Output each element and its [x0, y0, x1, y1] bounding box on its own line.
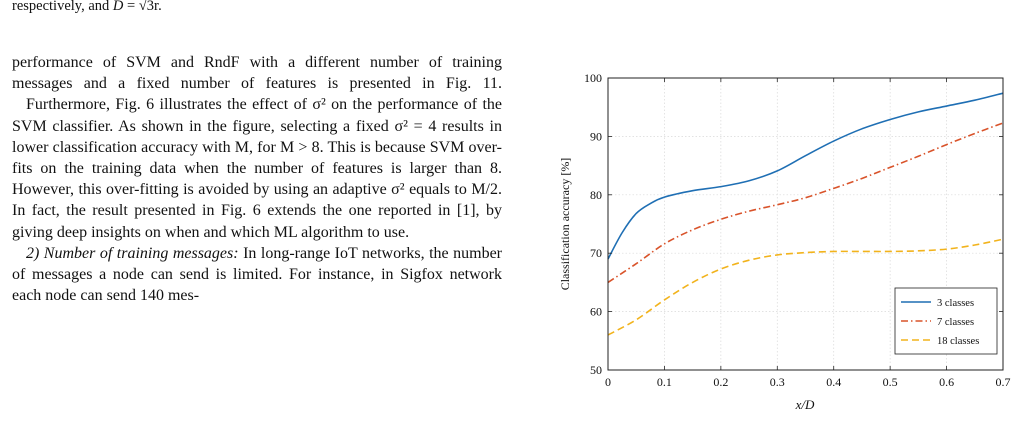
legend-label: 3 classes	[937, 298, 974, 309]
subsection-heading: 2) Number of training messages:	[26, 244, 239, 262]
legend-label: 18 classes	[937, 336, 979, 347]
x-tick-label: 0.6	[939, 375, 954, 389]
x-tick-label: 0.5	[883, 375, 898, 389]
series-lines	[607, 92, 1004, 336]
paragraph-2: Furthermore, Fig. 6 illustrates the effe…	[12, 96, 502, 241]
paragraph-3-text: In long-range IoT networks, the number o…	[12, 244, 503, 305]
series-line-3-classes	[607, 92, 1004, 260]
legend-label: 7 classes	[937, 317, 974, 328]
chart-legend: 3 classes 7 classes 18 classes	[894, 287, 998, 355]
y-axis-label: Classification accuracy [%]	[558, 158, 572, 291]
plot-frame	[607, 77, 1004, 371]
caption-text: respectively, and	[12, 0, 113, 14]
x-axis-label: x/D	[795, 397, 815, 412]
y-tick-label: 60	[590, 305, 602, 319]
y-tick-label: 50	[590, 363, 602, 377]
paragraph-1: performance of SVM and RndF with a diffe…	[12, 54, 502, 93]
figure-caption-tail: respectively, and D = √3r.	[12, 0, 162, 15]
y-tick-label: 80	[590, 188, 602, 202]
x-tick-label: 0.1	[657, 375, 672, 389]
caption-rest: = √3r.	[123, 0, 162, 14]
y-tick-label: 90	[590, 129, 602, 143]
accuracy-line-chart: 0 0.1 0.2 0.3 0.4 0.5 0.6 0.7 50 60 70 80 90 100 Clas…	[558, 71, 1011, 412]
x-tick-label: 0.7	[996, 375, 1011, 389]
y-tick-label: 100	[584, 71, 602, 85]
body-column: performance of SVM and RndF with a diffe…	[12, 52, 502, 306]
caption-variable: D	[112, 0, 124, 14]
x-tick-label: 0.2	[713, 375, 728, 389]
x-tick-label: 0.3	[770, 375, 785, 389]
axis-ticks: 0 0.1 0.2 0.3 0.4 0.5 0.6 0.7 50 60 70 80 90 100	[584, 71, 1011, 389]
x-tick-label: 0.4	[826, 375, 841, 389]
paragraph-3: 2) Number of training messages: In long-…	[12, 243, 502, 307]
x-tick-label: 0	[605, 375, 611, 389]
series-line-7-classes	[607, 122, 1004, 284]
y-tick-label: 70	[590, 246, 602, 260]
